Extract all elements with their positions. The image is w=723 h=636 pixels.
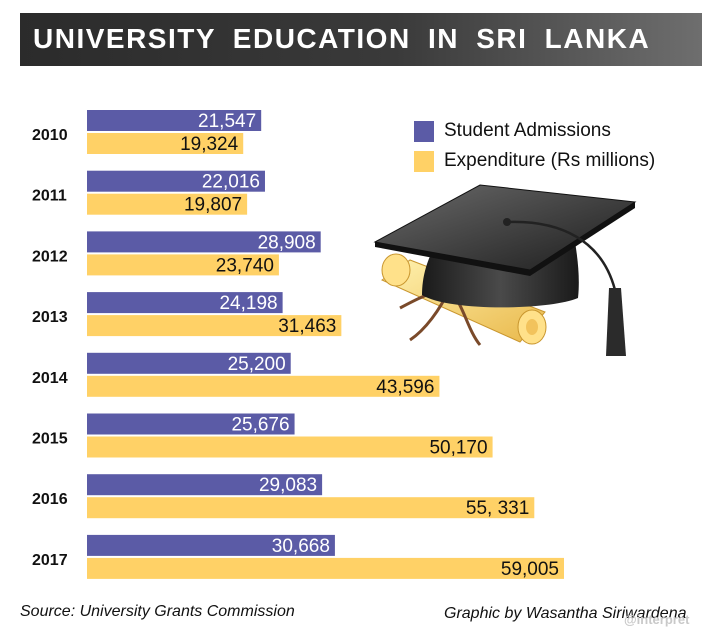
data-label: 50,170 — [429, 438, 487, 459]
data-label: 25,200 — [228, 354, 286, 375]
bar — [87, 413, 295, 435]
data-label: 43,596 — [376, 377, 434, 398]
data-label: 19,324 — [180, 134, 239, 155]
year-label: 2013 — [32, 309, 68, 326]
chart-title: UNIVERSITY EDUCATION IN SRI LANKA — [33, 23, 651, 54]
bar — [87, 110, 262, 131]
data-label: 25,676 — [231, 415, 289, 436]
year-label: 2010 — [32, 127, 68, 144]
bar — [87, 352, 291, 374]
bar — [87, 133, 244, 154]
bar — [87, 254, 279, 276]
data-label: 21,547 — [198, 111, 256, 132]
year-label: 2012 — [32, 248, 68, 265]
bar — [87, 534, 335, 556]
bar — [87, 436, 493, 458]
bar — [87, 193, 248, 215]
data-label: 19,807 — [184, 195, 242, 216]
data-label: 55, 331 — [466, 498, 529, 519]
data-label: 59,005 — [501, 559, 559, 580]
watermark: @interpret — [624, 612, 690, 627]
year-label: 2017 — [32, 552, 68, 569]
bar — [87, 231, 321, 253]
year-label: 2016 — [32, 491, 68, 508]
bar — [87, 170, 265, 192]
legend-label: Student Admissions — [444, 120, 611, 141]
graduation-cap-icon — [373, 184, 637, 356]
bar — [87, 315, 342, 337]
bar — [87, 474, 323, 496]
year-label: 2014 — [32, 370, 68, 387]
legend-label: Expenditure (Rs millions) — [444, 150, 656, 171]
year-label: 2015 — [32, 431, 68, 448]
data-label: 28,908 — [258, 232, 316, 253]
bar — [87, 557, 564, 579]
source-note: Source: University Grants Commission — [20, 603, 295, 620]
year-label: 2011 — [32, 188, 67, 205]
bar — [87, 292, 283, 314]
legend-swatch-expenditure — [414, 151, 434, 172]
title-bar: UNIVERSITY EDUCATION IN SRI LANKA — [20, 13, 702, 66]
data-label: 22,016 — [202, 172, 260, 193]
data-label: 29,083 — [259, 475, 317, 496]
graphic-credit: Graphic by Wasantha Siriwardena — [444, 605, 687, 622]
legend-swatch-admissions — [414, 121, 434, 142]
bar — [87, 375, 440, 397]
data-label: 31,463 — [278, 316, 336, 337]
data-label: 23,740 — [216, 255, 274, 276]
bar — [87, 497, 535, 519]
data-label: 30,668 — [272, 536, 330, 557]
data-label: 24,198 — [219, 293, 277, 314]
